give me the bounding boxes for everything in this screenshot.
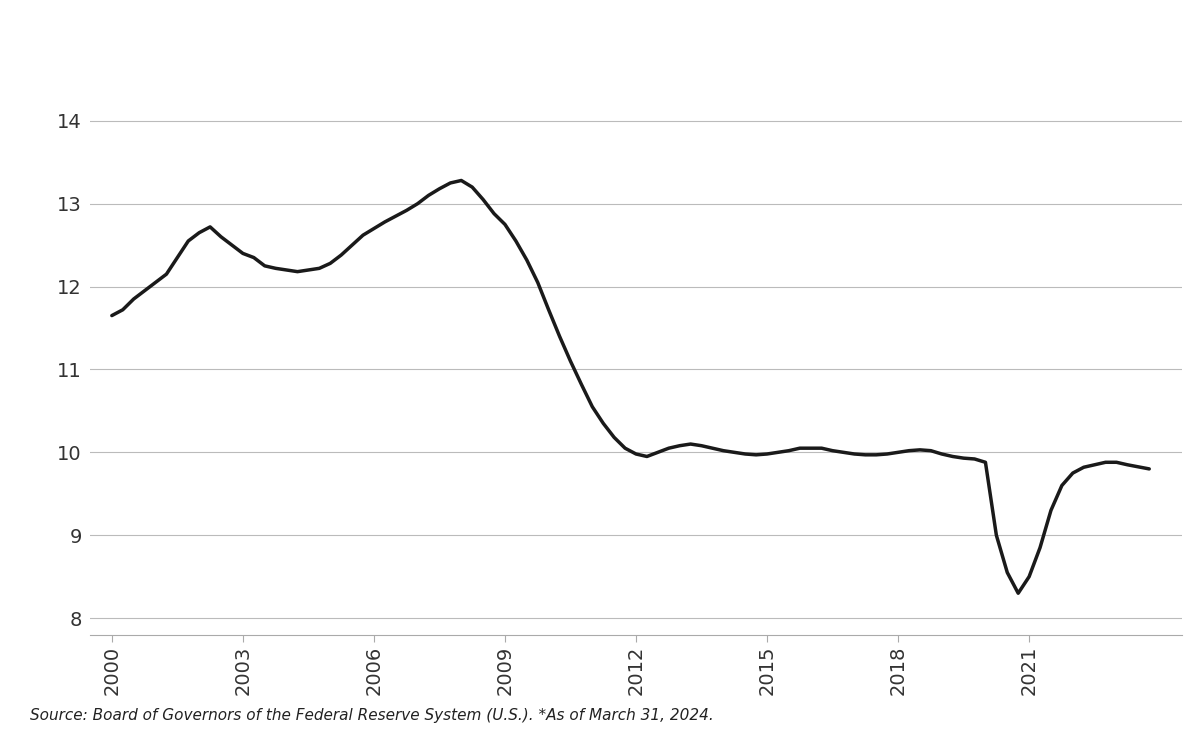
Text: Household Debt Payments: Household Debt Payments [30,20,649,61]
Text: (Percentage of Disposable Income): (Percentage of Disposable Income) [522,26,1064,55]
Text: Source: Board of Governors of the Federal Reserve System (U.S.). *As of March 31: Source: Board of Governors of the Federa… [30,708,714,723]
